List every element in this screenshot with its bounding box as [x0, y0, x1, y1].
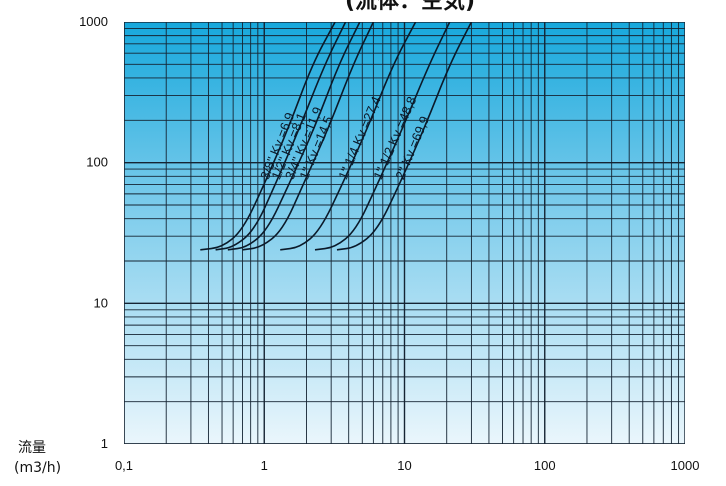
x-tick-label: 1	[261, 458, 268, 473]
chart-title: (流体：空気)	[345, 0, 475, 14]
y-tick-label: 10	[94, 295, 108, 310]
x-tick-label: 1000	[671, 458, 700, 473]
series-line-4	[242, 22, 375, 251]
series-line-5	[280, 22, 417, 251]
series-line-1	[200, 22, 336, 251]
x-tick-label: 0,1	[115, 458, 133, 473]
y-axis-label-line-2: (m3/h)	[14, 460, 61, 476]
series-line-3	[227, 22, 361, 251]
series-line-7	[336, 22, 473, 251]
grid	[124, 22, 685, 444]
series-group	[200, 22, 473, 251]
series-line-2	[215, 22, 347, 251]
y-axis-ticks: 1 10 100 1000	[79, 14, 108, 451]
series-line-6	[314, 22, 451, 251]
y-tick-label: 1	[101, 436, 108, 451]
y-tick-label: 100	[86, 155, 108, 170]
y-axis-label-line-1: 流量	[18, 440, 46, 456]
x-axis-ticks: 0,1 1 10 100 1000	[115, 458, 700, 473]
x-tick-label: 100	[534, 458, 556, 473]
y-tick-label: 1000	[79, 14, 108, 29]
x-tick-label: 10	[397, 458, 411, 473]
